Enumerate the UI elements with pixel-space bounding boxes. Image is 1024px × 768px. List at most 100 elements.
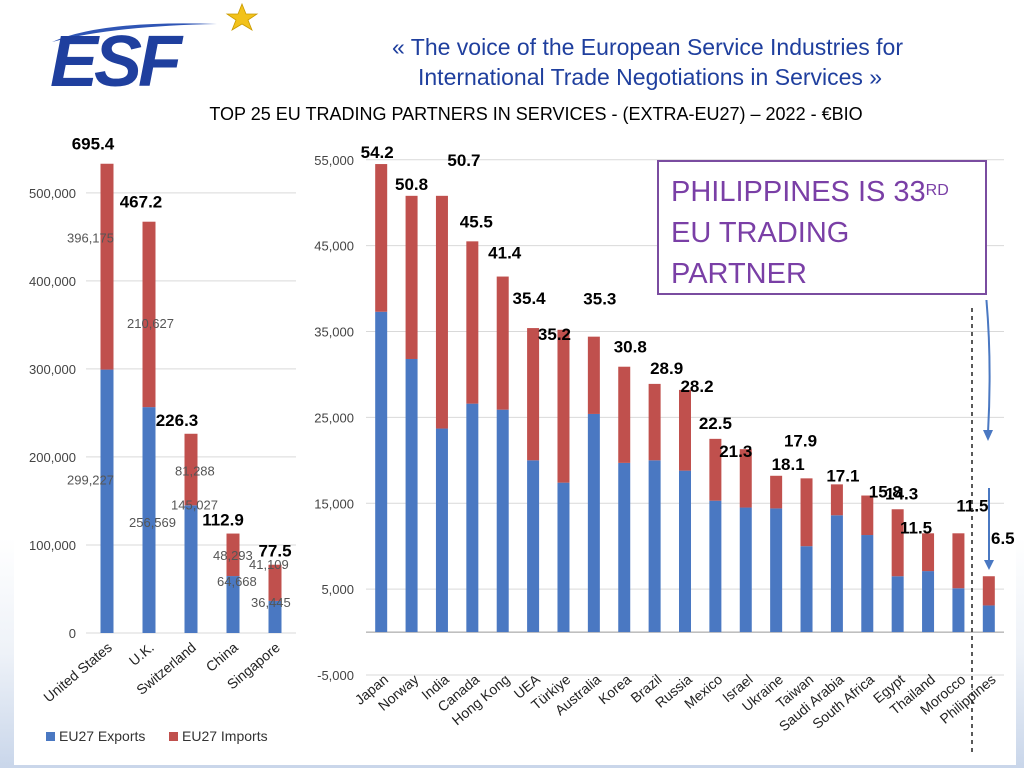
bar-exports	[496, 409, 509, 633]
total-label: 15.8	[869, 483, 902, 502]
bar-imports	[268, 564, 282, 601]
bar-imports	[739, 449, 752, 508]
bar-imports	[982, 576, 995, 606]
bar-imports	[891, 509, 904, 577]
esf-logo: ESF	[50, 2, 259, 92]
y-tick-label: 0	[69, 626, 76, 641]
bar-exports	[587, 413, 600, 633]
bar-exports	[226, 576, 240, 633]
bar-imports	[800, 478, 813, 547]
bar-imports	[375, 164, 388, 312]
data-label-imports: 48,293	[213, 548, 253, 563]
page-title: TOP 25 EU TRADING PARTNERS IN SERVICES -…	[209, 104, 863, 124]
total-label: 35.2	[538, 325, 571, 344]
bar-imports	[830, 484, 843, 516]
total-label: 226.3	[156, 411, 199, 430]
bar-exports	[527, 460, 540, 633]
total-label: 14.3	[885, 484, 918, 503]
bar-imports	[709, 438, 722, 501]
bar-exports	[466, 403, 479, 633]
callout-line-3: PARTNER	[671, 258, 807, 290]
bar-imports	[527, 328, 540, 461]
bar-exports	[435, 428, 448, 633]
y-tick-label: 300,000	[29, 362, 76, 377]
total-label: 35.3	[583, 290, 616, 309]
bar-imports	[952, 533, 965, 589]
bar-exports	[830, 515, 843, 633]
bar-imports	[100, 163, 114, 370]
legend-swatch-imports	[169, 732, 178, 741]
total-label: 45.5	[460, 212, 493, 231]
bar-exports	[770, 508, 783, 633]
bar-imports	[770, 475, 783, 509]
total-label: 35.4	[513, 289, 547, 308]
total-label: 77.5	[258, 542, 291, 561]
bar-exports	[922, 571, 935, 633]
total-label: 467.2	[120, 193, 163, 212]
callout-line-1: PHILIPPINES IS 33RD	[671, 176, 949, 208]
left-chart: 0 100,000 200,000 300,000 400,000 500,000 299,…	[14, 130, 304, 765]
total-label: 6.5	[991, 529, 1015, 548]
data-label-exports: 64,668	[217, 574, 257, 589]
data-label-exports: 36,445	[251, 595, 291, 610]
curved-arrow-icon	[985, 300, 991, 434]
data-label-exports: 145,027	[171, 497, 218, 512]
bar-imports	[435, 195, 448, 429]
bar-imports	[184, 433, 198, 506]
bar-imports	[922, 533, 935, 572]
bar-exports	[375, 311, 388, 633]
bar-exports	[100, 369, 114, 633]
bar-imports	[466, 241, 479, 404]
callout-sup: RD	[925, 182, 949, 199]
category-label: Korea	[595, 671, 634, 707]
bar-exports	[618, 462, 631, 633]
total-label: 28.9	[650, 359, 683, 378]
bar-exports	[268, 600, 282, 633]
data-label-imports: 210,627	[127, 316, 174, 331]
bar-exports	[709, 500, 722, 633]
bar-imports	[861, 495, 874, 536]
bar-imports	[226, 533, 240, 577]
y-tick-label: 35,000	[314, 325, 354, 340]
callout-box: PHILIPPINES IS 33RD EU TRADING PARTNER	[657, 160, 987, 295]
logo-text: ESF	[50, 22, 184, 92]
y-tick-label: 400,000	[29, 274, 76, 289]
y-tick-label: 25,000	[314, 410, 354, 425]
total-label: 30.8	[614, 338, 647, 357]
data-label-exports: 256,569	[129, 515, 176, 530]
bar-exports	[679, 470, 691, 633]
total-label: 50.8	[395, 175, 428, 194]
bar-exports	[405, 358, 418, 633]
bar-exports	[557, 482, 570, 633]
total-label: 11.5	[956, 496, 988, 515]
y-tick-label: 15,000	[314, 496, 354, 511]
tagline-line-1: « The voice of the European Service Indu…	[392, 34, 903, 60]
bar-exports	[952, 588, 965, 633]
tagline-line-2: International Trade Negotiations in Serv…	[418, 64, 883, 90]
bar-exports	[648, 460, 661, 633]
total-label: 18.1	[772, 455, 805, 474]
legend-label-imports: EU27 Imports	[182, 728, 268, 744]
y-tick-label: 5,000	[321, 582, 354, 597]
tagline: « The voice of the European Service Indu…	[392, 32, 1012, 92]
y-tick-label: -5,000	[317, 668, 354, 683]
star-icon	[225, 2, 259, 31]
total-label: 11.5	[900, 518, 932, 537]
callout-line-2: EU TRADING	[671, 217, 850, 249]
category-label: United States	[40, 639, 115, 705]
total-label: 21.3	[719, 442, 752, 461]
bar-imports	[557, 329, 570, 483]
bar-imports	[587, 336, 600, 414]
total-label: 28.2	[680, 377, 713, 396]
y-tick-label: 200,000	[29, 450, 76, 465]
bar-exports	[982, 605, 995, 633]
bar-exports	[142, 407, 156, 633]
total-label: 41.4	[488, 244, 522, 263]
data-label-imports: 81,288	[175, 463, 215, 478]
bar-imports	[496, 276, 509, 410]
bar-imports	[405, 195, 418, 359]
bar-exports	[184, 505, 198, 633]
bar-imports	[618, 366, 631, 463]
total-label: 22.5	[699, 414, 732, 433]
logo-swoosh	[52, 23, 217, 42]
